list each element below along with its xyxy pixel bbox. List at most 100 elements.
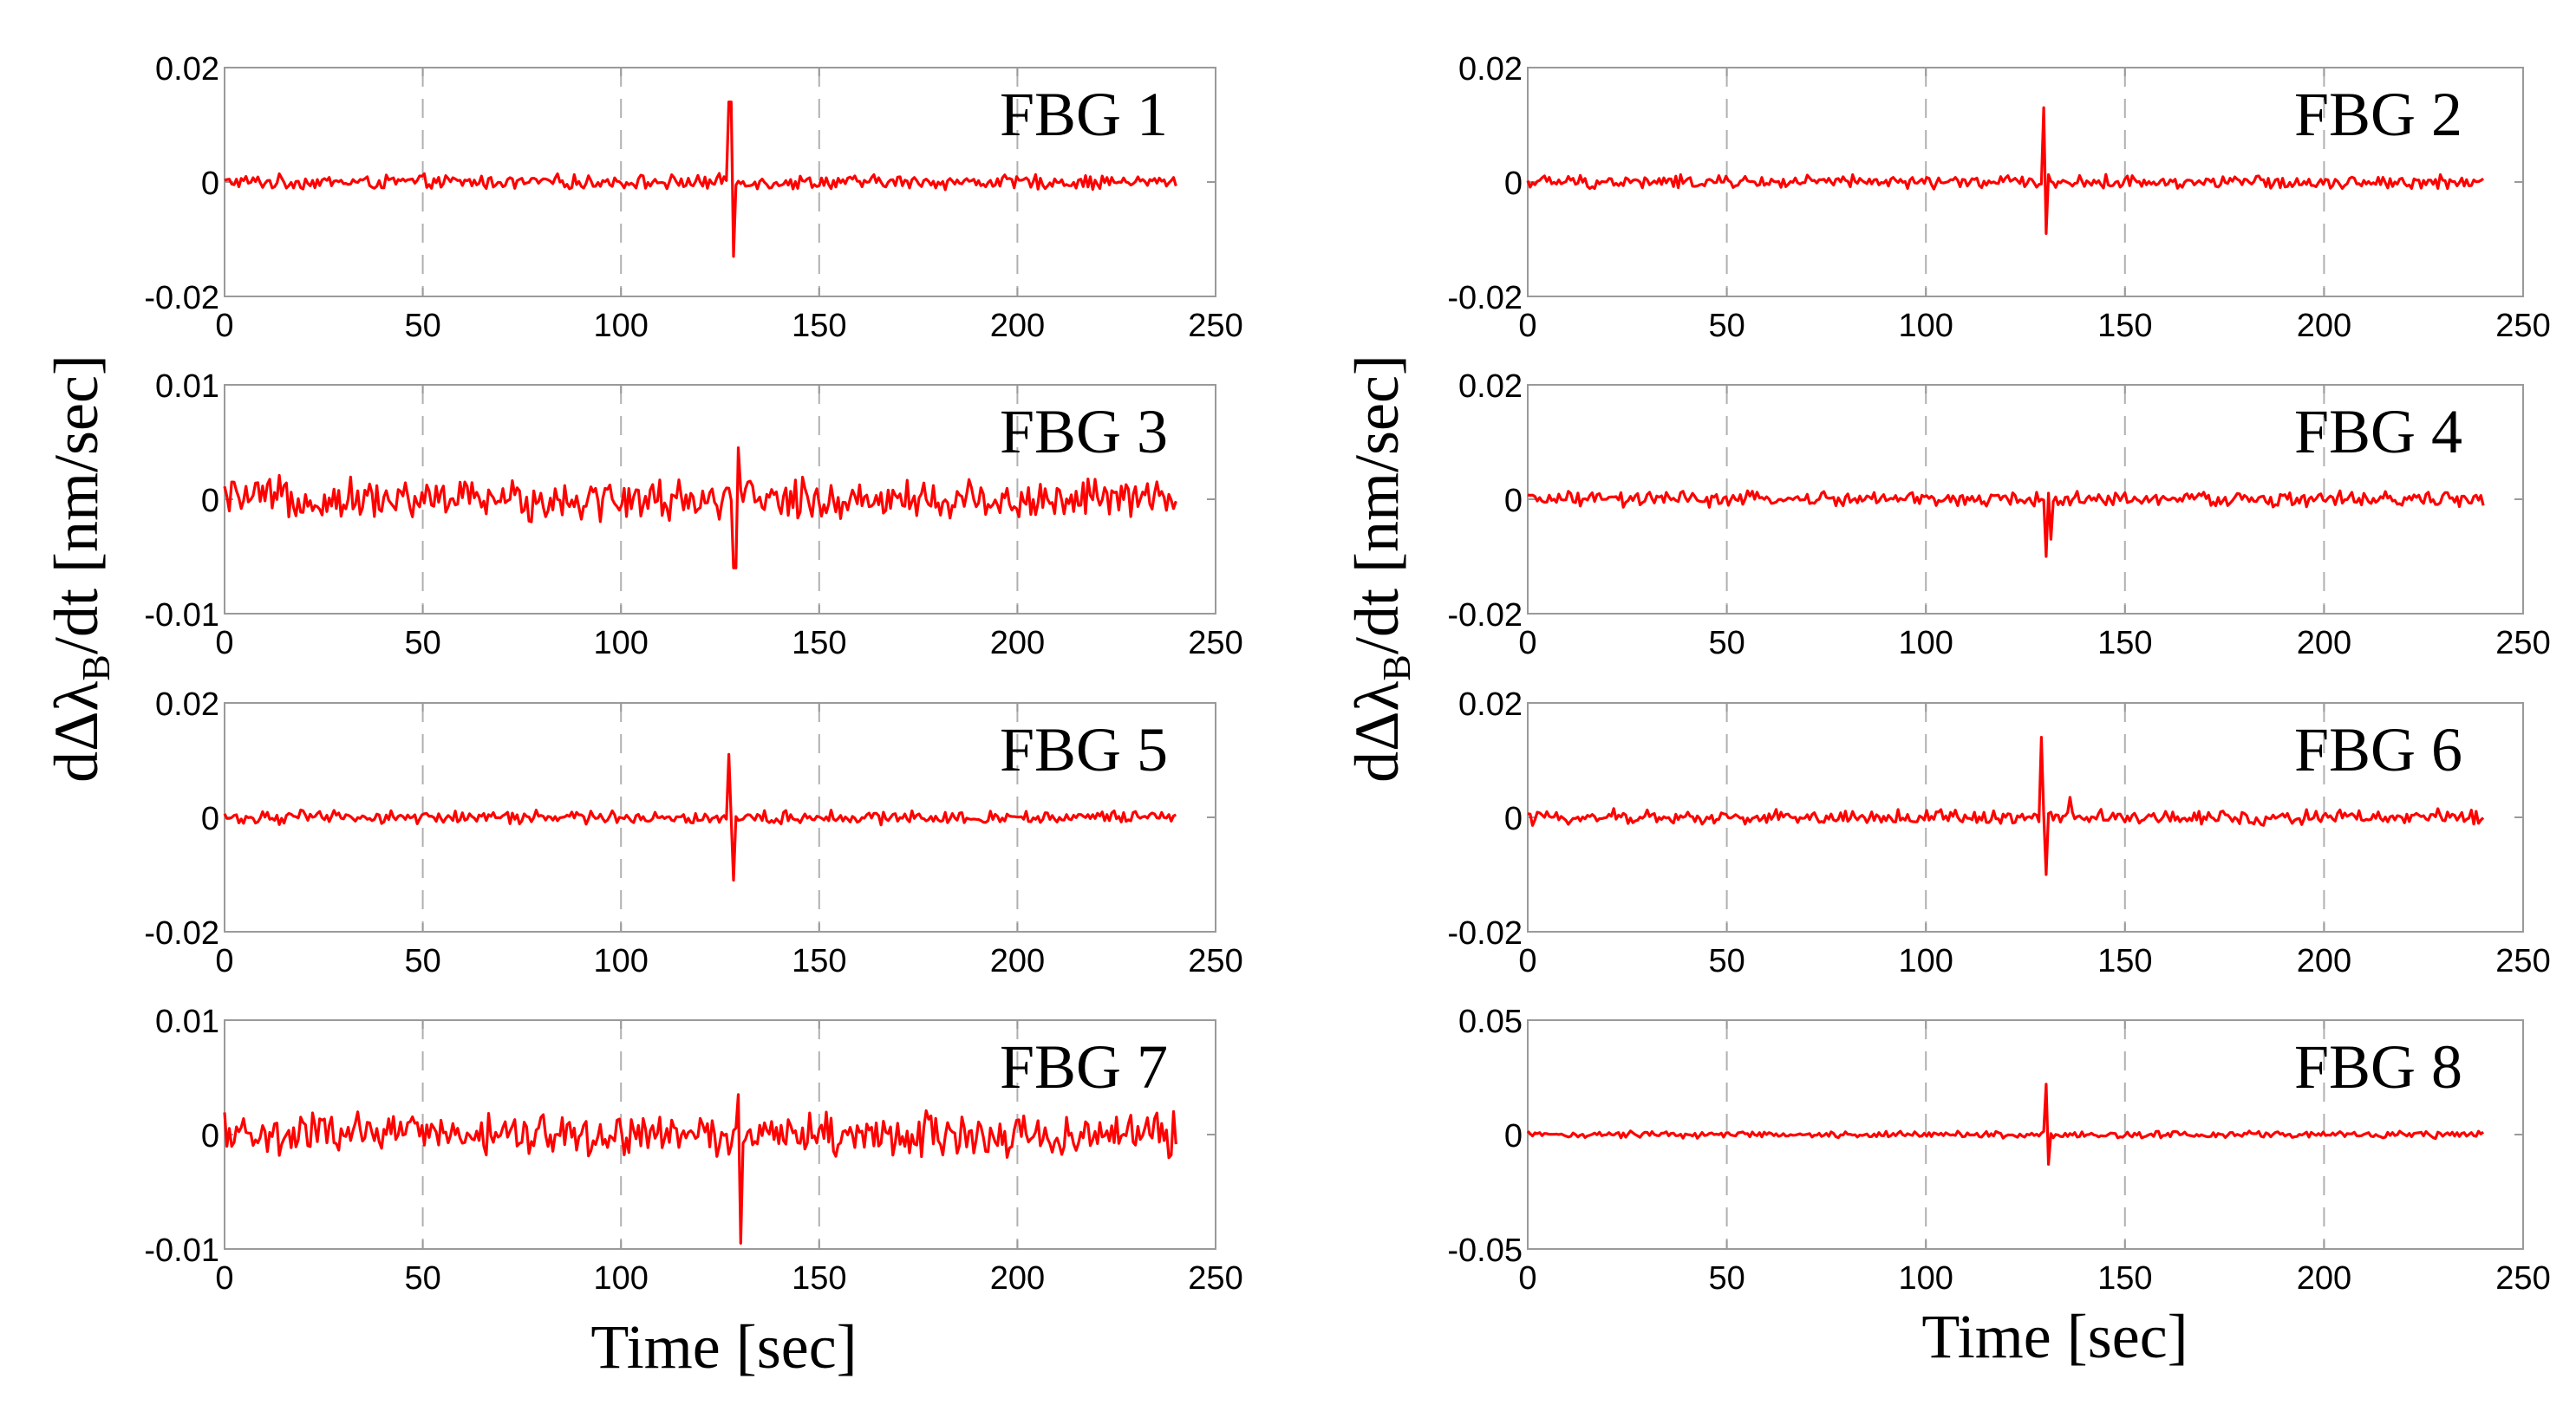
y-tick-label: -0.01 <box>144 597 219 634</box>
x-tick-label: 200 <box>2297 943 2351 979</box>
y-tick-label: 0 <box>1504 166 1523 202</box>
y-tick-label: -0.02 <box>1447 915 1523 952</box>
x-tick-label: 50 <box>1708 1260 1745 1297</box>
y-axis-title-subscript: B <box>74 654 118 681</box>
x-tick-label: 100 <box>1898 625 1953 661</box>
y-axis-title-prefix: dΔλ <box>42 681 111 783</box>
x-tick-label: 50 <box>404 308 440 344</box>
x-tick-label: 0 <box>1518 1260 1536 1297</box>
x-tick-label: 150 <box>2097 1260 2152 1297</box>
x-tick-label: 150 <box>2097 308 2152 344</box>
y-tick-label: 0.02 <box>1458 686 1523 723</box>
y-tick-label: -0.02 <box>144 280 219 316</box>
series-line <box>223 1093 1177 1245</box>
x-tick-label: 0 <box>1518 625 1536 661</box>
y-axis-title-text: dΔλB/dt [nm/sec] <box>1342 355 1418 783</box>
x-tick-label: 250 <box>2495 943 2550 979</box>
y-axis-title-subscript: B <box>1374 654 1418 681</box>
series-line <box>1526 1083 2485 1166</box>
series-line <box>1527 489 2485 558</box>
y-tick-label: 0 <box>1504 801 1523 837</box>
x-tick-label: 50 <box>404 1260 440 1297</box>
x-tick-label: 250 <box>1188 1260 1242 1297</box>
x-tick-label: 50 <box>1708 625 1745 661</box>
x-tick-label: 0 <box>215 625 233 661</box>
x-tick-label: 0 <box>1518 308 1536 344</box>
x-tick-label: 100 <box>593 308 648 344</box>
y-tick-label: 0 <box>1504 1118 1523 1155</box>
y-axis-title-text: dΔλB/dt [nm/sec] <box>42 355 118 783</box>
y-axis-title-suffix: /dt [nm/sec] <box>42 355 111 654</box>
x-tick-label: 250 <box>1188 625 1242 661</box>
x-tick-label: 250 <box>1188 943 1242 979</box>
x-tick-label: 200 <box>2297 625 2351 661</box>
series-line <box>1526 106 2485 235</box>
x-tick-label: 50 <box>404 625 440 661</box>
x-tick-label: 200 <box>990 625 1045 661</box>
x-tick-label: 100 <box>1898 308 1953 344</box>
series-line <box>224 101 1177 258</box>
x-tick-label: 250 <box>2495 625 2550 661</box>
y-tick-label: 0 <box>201 166 219 202</box>
y-tick-label: -0.02 <box>1447 597 1523 634</box>
y-tick-label: -0.01 <box>144 1233 219 1269</box>
x-tick-label: 200 <box>990 943 1045 979</box>
x-tick-label: 0 <box>215 1260 233 1297</box>
y-axis-title-prefix: dΔλ <box>1342 681 1412 783</box>
y-tick-label: 0.05 <box>1458 1004 1523 1040</box>
x-tick-label: 150 <box>792 1260 846 1297</box>
x-tick-label: 0 <box>1518 943 1536 979</box>
y-tick-label: 0.01 <box>155 368 219 405</box>
series-line <box>223 752 1177 882</box>
x-tick-label: 50 <box>1708 943 1745 979</box>
x-tick-label: 150 <box>792 625 846 661</box>
x-tick-label: 0 <box>215 308 233 344</box>
x-axis-title-left: Time [sec] <box>590 1312 857 1382</box>
y-tick-label: 0.01 <box>155 1004 219 1040</box>
y-tick-label: 0.02 <box>1458 368 1523 405</box>
panel-label: FBG 2 <box>2294 80 2462 149</box>
x-tick-label: 200 <box>990 308 1045 344</box>
y-tick-label: -0.02 <box>1447 280 1523 316</box>
panel-label: FBG 3 <box>1000 397 1168 466</box>
y-tick-label: 0.02 <box>155 686 219 723</box>
x-tick-label: 200 <box>2297 308 2351 344</box>
panel-label: FBG 1 <box>1000 80 1168 149</box>
y-tick-label: 0.02 <box>155 51 219 88</box>
y-tick-label: 0 <box>201 483 219 519</box>
y-axis-title-left: dΔλB/dt [nm/sec] <box>42 355 118 783</box>
panel-label: FBG 4 <box>2294 397 2462 466</box>
panel-label: FBG 7 <box>1000 1032 1168 1102</box>
x-tick-label: 250 <box>2495 308 2550 344</box>
y-tick-label: -0.05 <box>1447 1233 1523 1269</box>
panel-label: FBG 8 <box>2294 1032 2462 1102</box>
y-axis-title-right: dΔλB/dt [nm/sec] <box>1342 355 1418 783</box>
x-tick-label: 250 <box>2495 1260 2550 1297</box>
x-tick-label: 150 <box>2097 625 2152 661</box>
x-tick-label: 150 <box>792 943 846 979</box>
x-tick-label: 150 <box>2097 943 2152 979</box>
x-tick-label: 50 <box>1708 308 1745 344</box>
y-tick-label: 0.02 <box>1458 51 1523 88</box>
x-tick-label: 250 <box>1188 308 1242 344</box>
x-tick-label: 100 <box>593 625 648 661</box>
series-line <box>223 446 1177 569</box>
y-tick-label: 0 <box>201 801 219 837</box>
x-tick-label: 0 <box>215 943 233 979</box>
x-tick-label: 100 <box>1898 1260 1953 1297</box>
y-tick-label: 0 <box>1504 483 1523 519</box>
y-tick-label: -0.02 <box>144 915 219 952</box>
x-tick-label: 50 <box>404 943 440 979</box>
x-tick-label: 100 <box>1898 943 1953 979</box>
y-tick-label: 0 <box>201 1118 219 1155</box>
